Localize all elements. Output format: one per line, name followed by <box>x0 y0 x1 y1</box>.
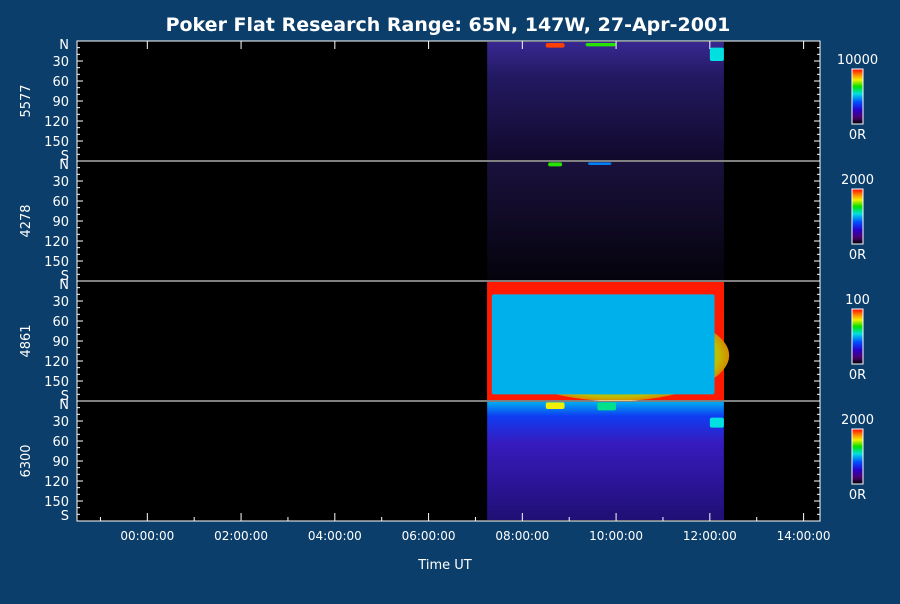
colorbar-max-label: 2000 <box>841 173 874 188</box>
colorbar <box>851 428 864 485</box>
y-tick-label: 150 <box>44 255 69 270</box>
y-tick-label: S <box>61 509 69 524</box>
y-tick-label: N <box>59 398 69 413</box>
x-tick-label: 12:00:00 <box>683 529 737 543</box>
y-tick-label: 60 <box>52 315 69 330</box>
feature-6300-0 <box>545 402 565 409</box>
colorbar <box>851 188 864 245</box>
y-tick-label: 30 <box>52 415 69 430</box>
y-tick-label: 30 <box>52 175 69 190</box>
colorbar <box>851 68 864 125</box>
y-tick-label: 120 <box>44 115 69 130</box>
y-tick-label: 90 <box>52 215 69 230</box>
colorbar-min-label: 0R <box>849 488 866 503</box>
y-tick-label: S <box>61 269 69 284</box>
x-axis: 00:00:00 02:00:00 04:00:00 06:00:00 08:00:00… <box>99 41 831 543</box>
y-tick-label: N <box>59 158 69 173</box>
data-region <box>487 402 724 520</box>
y-tick-label: 150 <box>44 135 69 150</box>
feature-6300-1 <box>597 402 617 411</box>
y-tick-label: 60 <box>52 195 69 210</box>
x-tick-label: 08:00:00 <box>495 529 549 543</box>
y-tick-label: 90 <box>52 335 69 350</box>
y-tick-label: S <box>61 149 69 164</box>
x-tick-label: 10:00:00 <box>589 529 643 543</box>
feature-4861-0 <box>491 294 715 395</box>
colorbar-min-label: 0R <box>849 128 866 143</box>
y-tick-label: 120 <box>44 355 69 370</box>
feature-5577-1 <box>585 43 617 47</box>
panel-group: N306090120150S5577100000RN306090120150S4… <box>19 38 878 524</box>
panel-label: 4278 <box>19 204 34 237</box>
x-axis-label: Time UT <box>417 558 471 573</box>
y-tick-label: 60 <box>52 75 69 90</box>
panel-label: 4861 <box>19 324 34 357</box>
y-tick-label: 150 <box>44 375 69 390</box>
y-tick-label: 60 <box>52 435 69 450</box>
y-tick-label: 120 <box>44 475 69 490</box>
colorbar-max-label: 10000 <box>837 53 878 68</box>
colorbar-max-label: 100 <box>845 293 870 308</box>
chart-title: Poker Flat Research Range: 65N, 147W, 27… <box>166 14 731 36</box>
panel-label: 6300 <box>19 444 34 477</box>
y-tick-label: N <box>59 38 69 53</box>
colorbar <box>851 308 864 365</box>
y-tick-label: 90 <box>52 455 69 470</box>
y-tick-label: N <box>59 278 69 293</box>
feature-4278-1 <box>587 162 612 165</box>
feature-5577-2 <box>709 47 724 61</box>
feature-4278-0 <box>548 162 563 167</box>
y-tick-label: 90 <box>52 95 69 110</box>
y-tick-label: 30 <box>52 55 69 70</box>
y-tick-label: 30 <box>52 295 69 310</box>
panel-label: 5577 <box>19 84 34 117</box>
feature-5577-0 <box>545 43 565 48</box>
colorbar-min-label: 0R <box>849 248 866 263</box>
x-tick-label: 04:00:00 <box>308 529 362 543</box>
x-tick-label: 02:00:00 <box>214 529 268 543</box>
x-tick-label: 14:00:00 <box>777 529 831 543</box>
feature-6300-2 <box>709 417 724 428</box>
x-tick-label: 06:00:00 <box>402 529 456 543</box>
y-tick-label: 150 <box>44 495 69 510</box>
colorbar-max-label: 2000 <box>841 413 874 428</box>
y-tick-label: 120 <box>44 235 69 250</box>
data-region <box>487 162 724 280</box>
colorbar-min-label: 0R <box>849 368 866 383</box>
y-tick-label: S <box>61 389 69 404</box>
data-region <box>487 42 724 160</box>
x-tick-label: 00:00:00 <box>120 529 174 543</box>
